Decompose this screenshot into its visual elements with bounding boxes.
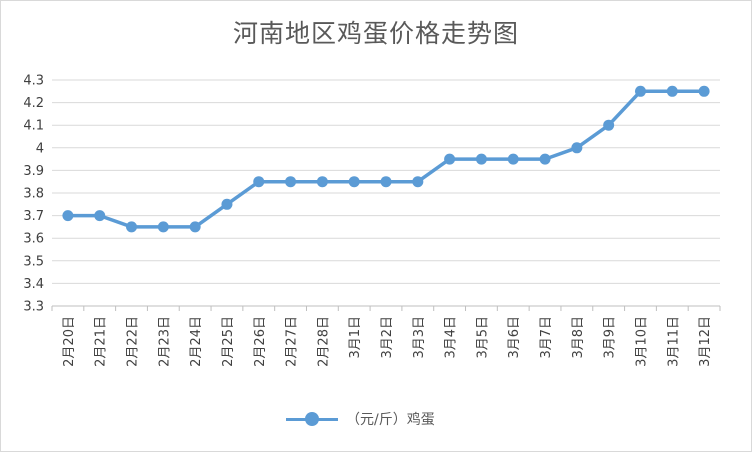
x-tick-label: 3月12日 xyxy=(698,316,713,367)
y-tick-label: 4.1 xyxy=(23,119,44,134)
y-tick-label: 3.7 xyxy=(23,209,44,224)
x-tick-label: 2月23日 xyxy=(157,316,172,367)
y-tick-label: 4.2 xyxy=(23,96,44,111)
y-tick-label: 3.3 xyxy=(23,300,44,315)
y-axis-ticks: 3.3 3.4 3.5 3.6 3.7 3.8 3.9 4 4.1 4.2 4.3 xyxy=(23,74,44,315)
x-tick-label: 2月20日 xyxy=(62,316,77,367)
x-tick-label: 3月5日 xyxy=(475,316,490,359)
gridlines xyxy=(52,79,720,307)
y-tick-label: 4.3 xyxy=(23,74,44,89)
data-point xyxy=(189,221,201,233)
data-point xyxy=(94,210,106,222)
series-group xyxy=(62,85,710,233)
legend: （元/斤）鸡蛋 xyxy=(286,409,435,429)
y-tick-label: 3.9 xyxy=(23,164,44,179)
y-tick-label: 4 xyxy=(36,141,44,156)
data-point xyxy=(603,119,615,131)
data-point xyxy=(221,198,233,210)
x-tick-label: 3月4日 xyxy=(444,316,459,359)
series-line xyxy=(66,89,706,229)
x-tick-label: 2月24日 xyxy=(189,316,204,367)
x-tick-label: 2月27日 xyxy=(285,316,300,367)
x-tick-label: 2月28日 xyxy=(316,316,331,367)
data-point xyxy=(126,221,138,233)
data-point xyxy=(412,176,424,188)
x-tick-label: 3月3日 xyxy=(412,316,427,359)
data-point xyxy=(571,142,583,154)
data-point xyxy=(475,153,487,165)
data-point xyxy=(444,153,456,165)
x-axis xyxy=(51,305,721,311)
data-point xyxy=(698,85,710,97)
data-point xyxy=(539,153,551,165)
x-tick-label: 2月21日 xyxy=(94,316,109,367)
data-point xyxy=(507,153,519,165)
y-tick-label: 3.4 xyxy=(23,277,44,292)
x-tick-label: 3月1日 xyxy=(348,316,363,359)
data-point xyxy=(348,176,360,188)
data-point xyxy=(316,176,328,188)
x-tick-label: 3月6日 xyxy=(507,316,522,359)
x-tick-label: 3月2日 xyxy=(380,316,395,359)
x-tick-label: 2月25日 xyxy=(221,316,236,367)
y-tick-label: 3.5 xyxy=(23,254,44,269)
y-tick-label: 3.8 xyxy=(23,187,44,202)
data-point xyxy=(157,221,169,233)
x-axis-ticks: 2月20日 2月21日 2月22日 2月23日 2月24日 2月25日 2月26日 2月27日… xyxy=(62,316,713,367)
x-tick-label: 2月22日 xyxy=(126,316,141,367)
data-point xyxy=(285,176,297,188)
x-tick-label: 2月26日 xyxy=(253,316,268,367)
chart-title: 河南地区鸡蛋价格走势图 xyxy=(232,19,519,48)
data-point xyxy=(634,85,646,97)
data-point xyxy=(380,176,392,188)
data-point xyxy=(666,85,678,97)
x-tick-label: 3月7日 xyxy=(539,316,554,359)
legend-label: （元/斤）鸡蛋 xyxy=(346,412,435,428)
legend-swatch xyxy=(286,412,338,426)
x-tick-label: 3月9日 xyxy=(603,316,618,359)
x-tick-label: 3月11日 xyxy=(666,316,681,367)
x-tick-label: 3月10日 xyxy=(634,316,649,367)
data-point xyxy=(62,210,74,222)
data-point xyxy=(253,176,265,188)
x-tick-label: 3月8日 xyxy=(571,316,586,359)
y-tick-label: 3.6 xyxy=(23,232,44,247)
